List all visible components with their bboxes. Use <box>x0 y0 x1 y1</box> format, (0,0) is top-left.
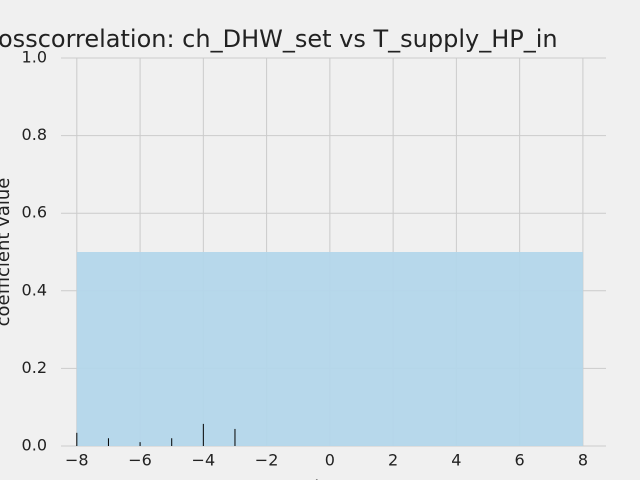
x-tick-label: 4 <box>451 451 461 470</box>
x-axis-label: lag <box>314 477 341 480</box>
x-tick-label: 8 <box>578 451 588 470</box>
x-tick-label: −2 <box>255 451 279 470</box>
x-tick-label: 6 <box>515 451 525 470</box>
y-tick-label: 0.2 <box>22 358 47 377</box>
y-tick-label: 0.6 <box>22 203 47 222</box>
y-tick-label: 1.0 <box>22 48 47 67</box>
x-tick-label: 0 <box>325 451 335 470</box>
x-tick-label: −6 <box>128 451 152 470</box>
band <box>76 252 583 446</box>
y-tick-label: 0.8 <box>22 125 47 144</box>
y-axis-label: coefficient value <box>0 178 14 327</box>
x-tick-label: −4 <box>192 451 216 470</box>
y-tick-label: 0.4 <box>22 280 47 299</box>
y-tick-label: 0.0 <box>22 436 47 455</box>
x-tick-label: 2 <box>388 451 398 470</box>
chart-title: osscorrelation: ch_DHW_set vs T_supply_H… <box>0 25 558 53</box>
x-tick-label: −8 <box>65 451 89 470</box>
